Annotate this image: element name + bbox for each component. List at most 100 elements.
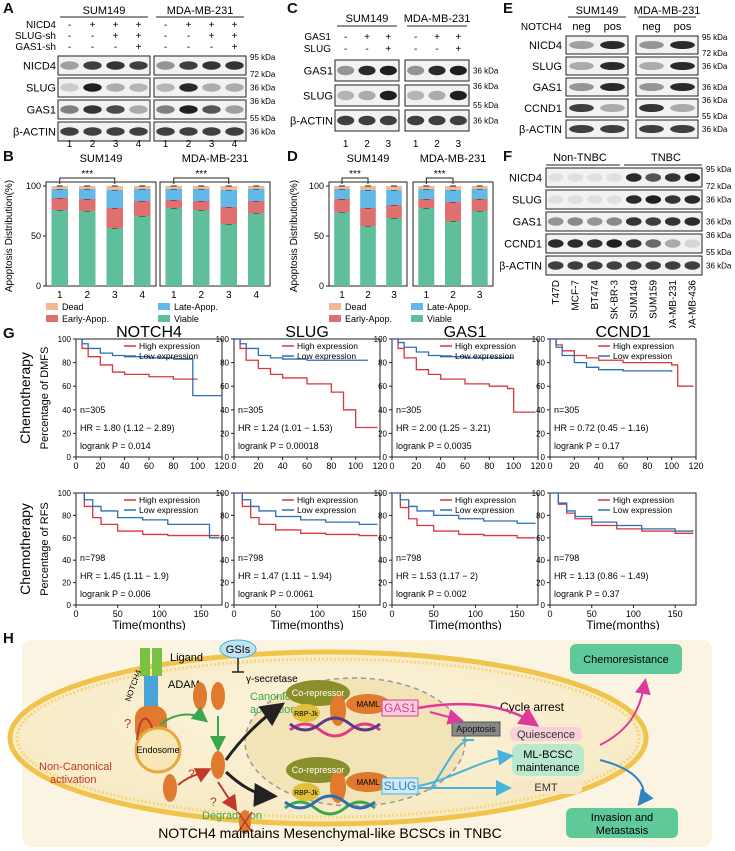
non-canonical-activation-label: activation [50,774,96,786]
g-legend-label: Low expression [613,505,672,515]
a-condition-label: NICD4 [26,20,56,31]
c-band [428,65,446,76]
e-band [600,103,625,113]
g-gene-title: NOTCH4 [116,325,182,341]
g-curve-high [550,338,694,387]
g-xtick: 150 [668,609,683,619]
g-xtick: 60 [460,461,470,471]
g-curve-low [234,492,378,526]
c-kda-label: 36 kDa [473,82,499,91]
a-blot-box [153,55,247,76]
g-gene-title: CCND1 [595,325,650,341]
a-band [156,127,175,136]
c-sign: - [414,32,417,43]
d-bar-segment [445,186,461,190]
panel-h-schematic: Ligand ADAM NOTCH4 GSIs γ-secretase Cano… [7,639,712,847]
panel-d-apoptosis-chart: Apoptosis Distribution(%) SUM149 0 50 100 1 2 3… [289,153,494,324]
g-xtick: 150 [352,609,367,619]
e-band [569,124,594,134]
e-blot-box [565,56,629,76]
b-group-title: SUM149 [80,153,123,165]
a-band [83,127,102,136]
f-band [586,195,603,204]
g-curve-high [392,338,536,413]
gamma-secretase-label: γ-secretase [246,674,298,685]
question-3: ? [210,795,217,809]
e-row-label: GAS1 [533,82,562,94]
e-band [600,61,625,71]
e-band [600,40,625,50]
f-band [625,173,642,182]
f-band [547,261,564,270]
a-band [129,83,148,92]
a-sign: + [209,20,215,31]
g-legend-label: High expression [139,495,200,505]
b-bar-segment [51,198,68,210]
g-ytick: 80 [378,511,387,520]
g-ytick: 0 [383,601,388,610]
c-lane-number: 2 [364,139,370,150]
a-band [202,61,221,70]
g-ytick: 80 [378,359,387,368]
g-plot-frame [75,492,223,606]
panel-f-western-blot: Non-TNBC TNBC NICD4 95 kDa 72 kDa SLUG 36 kDa G… [500,152,732,328]
g-xtick: 40 [120,461,130,471]
a-condition-label: SLUG-sh [15,31,56,42]
b-legend-swatch [46,303,58,310]
g-xtick: 0 [231,609,236,619]
g-n: n=305 [238,405,263,415]
g-plot-frame [549,492,697,606]
a-band [106,127,125,136]
g-xtick: 40 [436,461,446,471]
f-band [684,217,701,226]
g-ytick: 60 [62,534,71,543]
a-band [106,83,125,92]
g-xlabel: Time(months) [428,618,502,630]
g-legend-label: High expression [455,341,516,351]
d-bar-segment [471,186,488,189]
g-legend-label: Low expression [455,505,514,515]
g-legend-label: High expression [613,341,674,351]
c-kda-label: 55 kDa [473,101,499,110]
c-band [358,115,376,126]
cycle-arrest-label: Cycle arrest [500,700,565,714]
schematic-caption: NOTCH4 maintains Mesenchymal-like BCSCs … [158,825,502,841]
c-band [428,90,446,101]
f-band [606,195,623,204]
f-band [567,173,584,182]
a-blot-box [57,121,151,142]
g-xtick: 80 [326,461,336,471]
g-ytick: 60 [378,382,387,391]
c-sign: - [344,44,347,55]
g-legend-label: Low expression [139,505,198,515]
f-band [664,173,681,182]
b-bar-segment [220,190,237,207]
a-lane-number: 2 [186,139,192,150]
a-sign: - [187,31,190,42]
b-category-label: 2 [84,290,90,301]
c-kda-label: 36 kDa [473,117,499,126]
g-ytick: 100 [374,489,388,498]
g-ytick: 100 [374,335,388,344]
f-row-label: NICD4 [509,173,542,185]
b-bar-segment [51,210,68,286]
e-kda-label: 36 kDa [702,125,728,134]
b-ytick: 100 [26,181,41,191]
a-band [179,83,198,92]
d-ytick: 50 [314,231,324,241]
b-bar-segment [165,186,182,189]
b-category-label: 2 [198,290,204,301]
g-xlabel: Time(months) [112,618,186,630]
b-bar-segment [134,216,151,286]
a-sign: + [136,31,142,42]
f-band [567,195,584,204]
g-hr: HR = 2.00 (1.25 − 3.21) [396,423,491,433]
c-band [358,90,376,101]
g-xtick: 20 [569,461,579,471]
invasion-label: Invasion and [591,812,653,824]
b-legend-swatch [158,303,170,310]
b-category-label: 3 [226,290,232,301]
g-xtick: 0 [389,609,394,619]
g-xlabel: Time(months) [270,618,344,630]
